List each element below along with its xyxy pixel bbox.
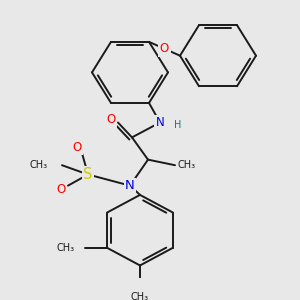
Text: O: O	[72, 141, 82, 154]
Text: N: N	[156, 116, 164, 129]
Text: O: O	[160, 42, 169, 55]
Text: CH₃: CH₃	[30, 160, 48, 170]
Text: H: H	[174, 120, 182, 130]
Text: CH₃: CH₃	[131, 292, 149, 300]
Text: S: S	[83, 167, 93, 182]
Text: O: O	[106, 113, 116, 126]
Text: N: N	[125, 179, 135, 192]
Text: CH₃: CH₃	[57, 243, 75, 253]
Text: CH₃: CH₃	[178, 160, 196, 170]
Text: O: O	[56, 183, 66, 196]
